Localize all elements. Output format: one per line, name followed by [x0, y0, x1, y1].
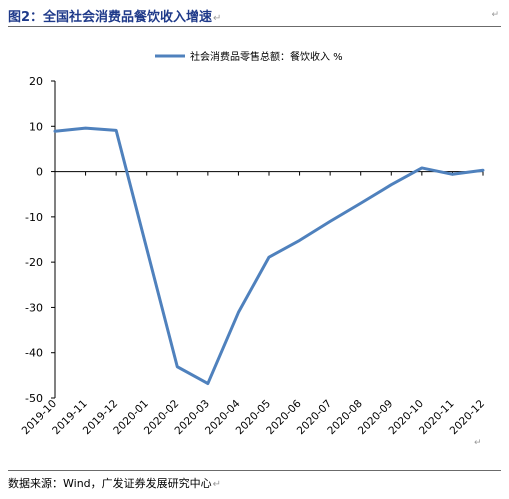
y-tick-label: 20: [29, 75, 43, 88]
y-axis: -50 -40 -30 -20 -10 0 10 20: [25, 75, 56, 405]
y-tick-label: 0: [36, 166, 43, 179]
y-tick-label: -40: [25, 347, 43, 360]
return-mark-icon: ↵: [474, 438, 482, 448]
title-bar: 图2：全国社会消费品餐饮收入增速↵ ↵: [8, 4, 501, 27]
series-line: [53, 126, 485, 386]
y-tick-label: -50: [25, 392, 43, 405]
y-tick-label: -20: [25, 256, 43, 269]
return-mark-icon: ↵: [212, 479, 222, 490]
source-divider: [8, 470, 501, 471]
source-note: 数据来源：Wind，广发证券发展研究中心↵: [8, 477, 222, 490]
y-tick-label: 10: [29, 120, 43, 133]
legend: 社会消费品零售总额：餐饮收入 %: [155, 50, 343, 63]
y-tick-label: -10: [25, 211, 43, 224]
x-axis: 2019-102019-112019-122020-012020-022020-…: [20, 171, 487, 437]
line-chart: 社会消费品零售总额：餐饮收入 % -50 -40 -30 -20 -10 0 10 20 20…: [20, 50, 488, 437]
series-layer: [53, 126, 485, 386]
return-mark-icon: ↵: [213, 13, 222, 24]
legend-label: 社会消费品零售总额：餐饮收入 %: [190, 50, 343, 63]
return-mark-icon: ↵: [491, 10, 499, 20]
figure-title: 图2：全国社会消费品餐饮收入增速↵: [8, 10, 222, 25]
y-tick-label: -30: [25, 301, 43, 314]
